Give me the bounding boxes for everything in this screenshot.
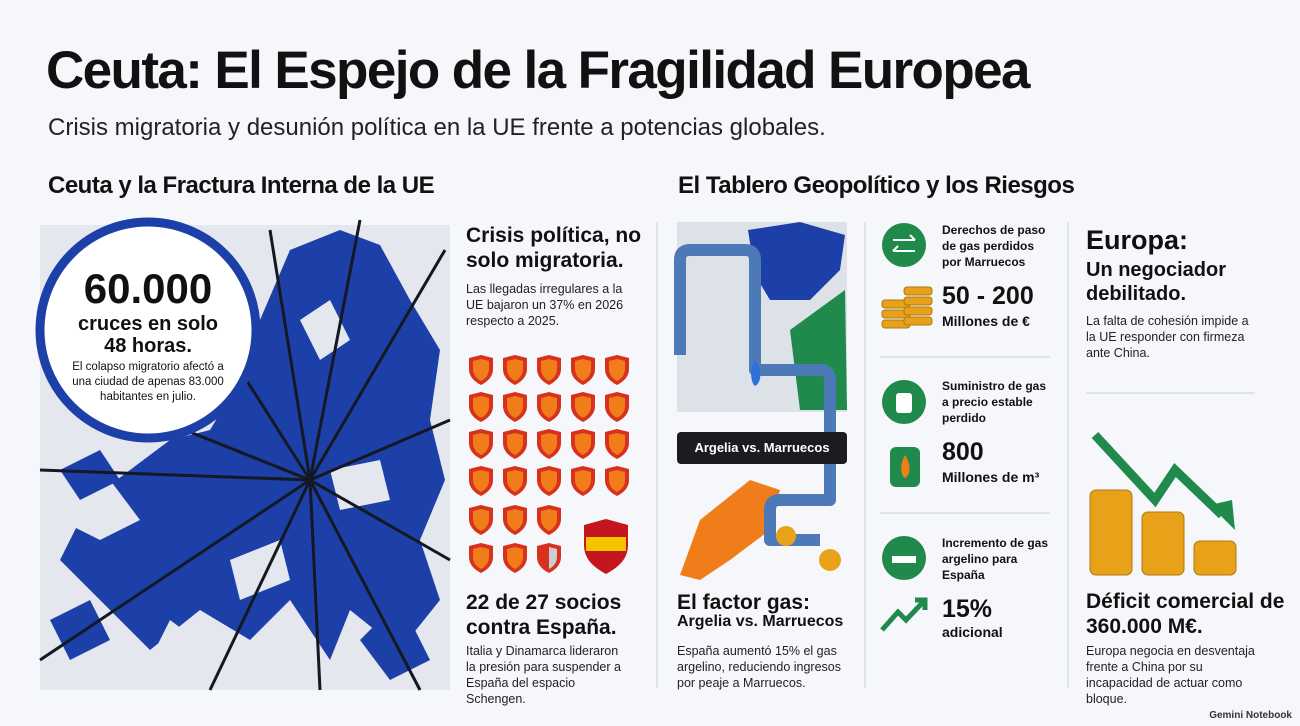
partners-text: Italia y Dinamarca lideraron la presión … (466, 644, 621, 706)
gas-subheading: Argelia vs. Marruecos (677, 613, 844, 630)
map-label: Argelia vs. Marruecos (694, 440, 830, 455)
stat-unit: adicional (942, 624, 1003, 640)
shield-grid (469, 355, 629, 574)
partners-heading: 22 de 27 socios contra España. (466, 591, 622, 639)
stat-label: Incremento de gas argelino para España (942, 536, 1049, 582)
crisis-text: Las llegadas irregulares a la UE bajaron… (466, 282, 624, 328)
stat-label: Derechos de paso de gas perdidos por Mar… (942, 223, 1046, 269)
stat-value: 15% (942, 595, 993, 623)
stat-value: 50 - 200 (942, 282, 1034, 310)
badge-note: El colapso migratorio afectó a una ciuda… (72, 361, 224, 403)
badge-circle (35, 217, 261, 443)
stat-value: 800 (942, 438, 984, 466)
stat-unit: Millones de m³ (942, 469, 1040, 485)
dividers (656, 222, 1255, 688)
section-heading: Ceuta y la Fractura Interna de la UE (48, 172, 435, 199)
badge-caption: cruces en solo 48 horas. (77, 313, 219, 357)
deficit-heading: Déficit comercial de 360.000 M€. (1086, 590, 1285, 638)
gas-text: España aumentó 15% el gas argelino, redu… (677, 644, 841, 690)
title: Ceuta: El Espejo de la Fragilidad Europe… (46, 41, 1030, 100)
footer-brand: Gemini Notebook (1209, 710, 1292, 721)
subtitle: Crisis migratoria y desunión política en… (48, 114, 826, 141)
stat-icons (880, 223, 933, 632)
europe-text: La falta de cohesión impide a la UE resp… (1086, 314, 1249, 360)
section-heading: El Tablero Geopolítico y los Riesgos (678, 172, 1075, 199)
deficit-text: Europa negocia en desventaja frente a Ch… (1086, 644, 1255, 706)
deficit-graphic (1089, 431, 1237, 576)
europe-heading: Europa: (1086, 225, 1189, 255)
gas-map (674, 222, 847, 580)
crisis-heading: Crisis política, no solo migratoria. (466, 224, 642, 272)
europe-subheading: Un negociador debilitado. (1086, 259, 1227, 305)
stat-unit: Millones de € (942, 313, 1030, 329)
gas-heading: El factor gas: (677, 591, 811, 614)
badge-number: 60.000 (83, 265, 213, 312)
stat-label: Suministro de gas a precio estable perdi… (942, 379, 1047, 425)
